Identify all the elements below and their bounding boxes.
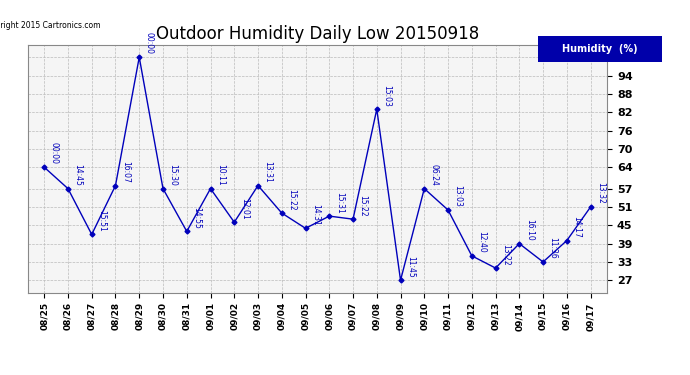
Text: 13:32: 13:32 bbox=[596, 182, 605, 204]
Text: 12:01: 12:01 bbox=[240, 198, 249, 219]
Text: 13:03: 13:03 bbox=[453, 185, 462, 207]
Text: 06:24: 06:24 bbox=[430, 164, 439, 186]
Text: Humidity  (%): Humidity (%) bbox=[562, 44, 638, 54]
Text: 15:31: 15:31 bbox=[335, 192, 344, 213]
Text: 15:03: 15:03 bbox=[382, 84, 391, 106]
Text: 11:36: 11:36 bbox=[549, 237, 558, 259]
Text: 16:07: 16:07 bbox=[121, 161, 130, 183]
Text: 11:45: 11:45 bbox=[406, 256, 415, 278]
Text: 00:00: 00:00 bbox=[145, 33, 154, 54]
Text: 14:55: 14:55 bbox=[193, 207, 201, 229]
Text: 10:11: 10:11 bbox=[216, 164, 225, 186]
Text: 15:22: 15:22 bbox=[359, 195, 368, 216]
Text: 13:22: 13:22 bbox=[501, 244, 510, 265]
Text: 12:40: 12:40 bbox=[477, 231, 486, 253]
Title: Outdoor Humidity Daily Low 20150918: Outdoor Humidity Daily Low 20150918 bbox=[156, 26, 479, 44]
Text: 14:31: 14:31 bbox=[311, 204, 320, 225]
Text: 14:45: 14:45 bbox=[74, 164, 83, 186]
Text: 15:30: 15:30 bbox=[168, 164, 177, 186]
Text: 14:17: 14:17 bbox=[573, 216, 582, 238]
Text: 13:31: 13:31 bbox=[264, 161, 273, 183]
Text: Copyright 2015 Cartronics.com: Copyright 2015 Cartronics.com bbox=[0, 21, 101, 30]
Text: 00:00: 00:00 bbox=[50, 142, 59, 165]
Text: 15:22: 15:22 bbox=[287, 189, 296, 210]
Text: 16:10: 16:10 bbox=[525, 219, 534, 241]
Text: 15:51: 15:51 bbox=[97, 210, 106, 232]
